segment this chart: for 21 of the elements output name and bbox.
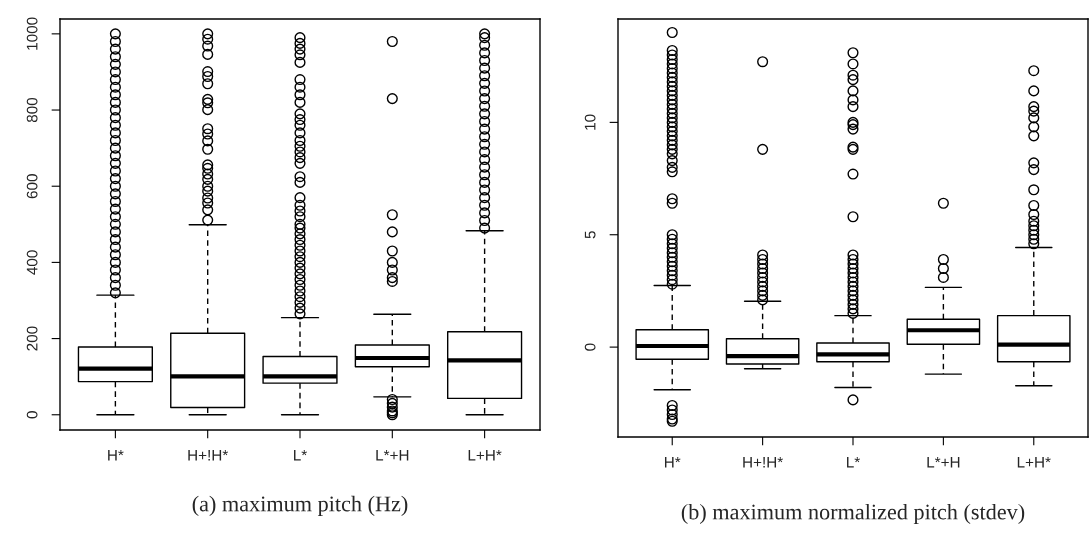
x-tick-label: L* xyxy=(294,450,307,461)
text: (a) maximum pitch (Hz) xyxy=(192,495,408,516)
y-tick-label: 5 xyxy=(584,231,596,239)
x-tick-label: L*+H xyxy=(376,450,409,461)
y-tick-label: 800 xyxy=(26,97,38,123)
y-tick-label: 0 xyxy=(26,411,38,419)
x-tick-label: H+!H* xyxy=(743,457,783,468)
y-tick-label: 600 xyxy=(26,174,38,199)
y-tick-label: 1000 xyxy=(26,17,38,50)
x-tick-label: L*+H xyxy=(927,457,960,468)
y-tick-label: 0 xyxy=(584,343,596,351)
x-tick-label: H* xyxy=(108,450,124,461)
text: (b) maximum normalized pitch (stdev) xyxy=(681,503,1025,525)
x-tick-label: H* xyxy=(664,457,681,468)
x-tick-label: H+!H* xyxy=(188,450,229,461)
x-tick-label: L+H* xyxy=(468,450,502,461)
x-tick-label: L* xyxy=(847,457,860,468)
x-tick-label: L+H* xyxy=(1017,457,1051,468)
y-tick-label: 10 xyxy=(584,114,596,130)
y-tick-label: 400 xyxy=(26,250,38,275)
y-tick-label: 200 xyxy=(26,326,38,351)
